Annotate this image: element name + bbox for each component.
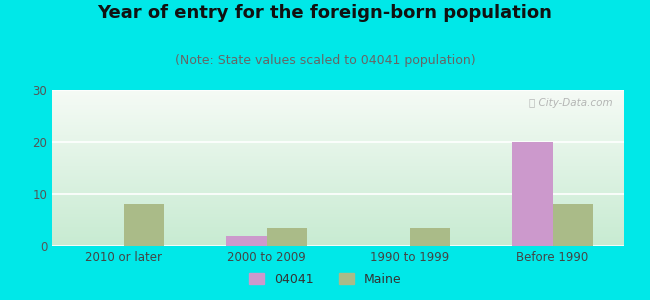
Bar xyxy=(552,204,593,246)
Text: (Note: State values scaled to 04041 population): (Note: State values scaled to 04041 popu… xyxy=(175,54,475,67)
Bar xyxy=(266,228,307,246)
Bar xyxy=(124,204,164,246)
Bar xyxy=(512,142,552,246)
Bar xyxy=(226,236,266,246)
Bar xyxy=(410,228,450,246)
Text: Year of entry for the foreign-born population: Year of entry for the foreign-born popul… xyxy=(98,4,552,22)
Text: ⓘ City-Data.com: ⓘ City-Data.com xyxy=(529,98,612,108)
Legend: 04041, Maine: 04041, Maine xyxy=(244,268,406,291)
